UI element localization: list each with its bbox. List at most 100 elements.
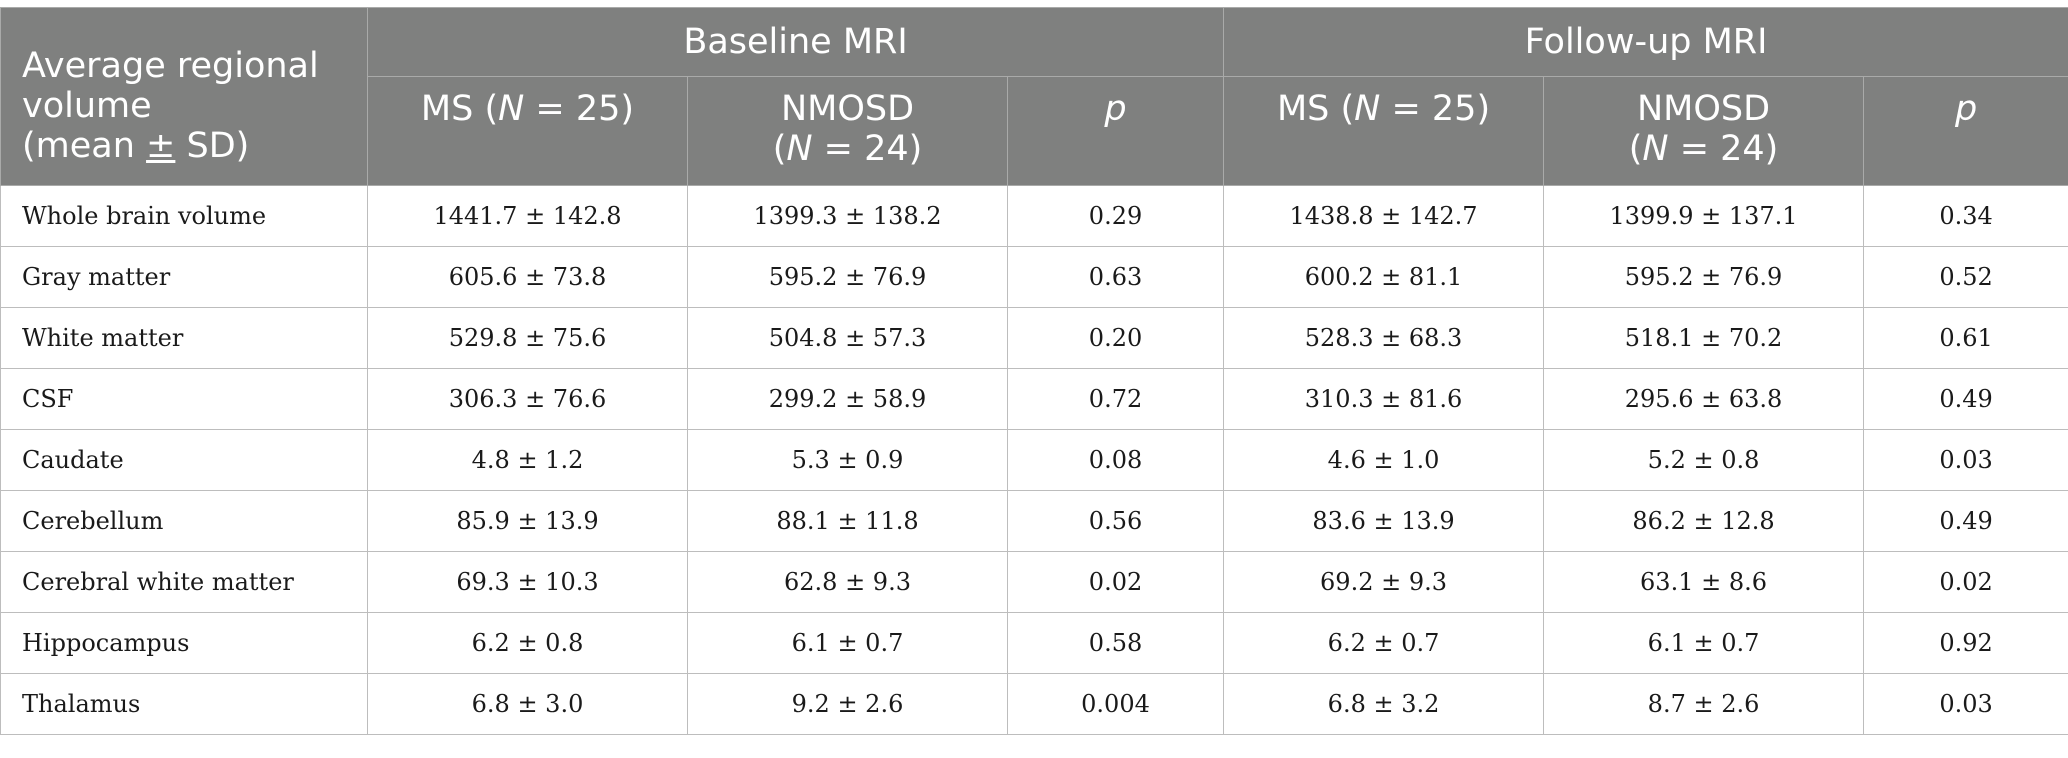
table-cell: 0.72 [1006,368,1225,430]
table-cell: 9.2 ± 2.6 [687,673,1008,735]
p-label: p [1104,89,1127,129]
table-cell: 0.03 [1863,429,2068,491]
nmosd-label: NMOSD [780,89,915,129]
table-cell: 310.3 ± 81.6 [1223,368,1545,430]
nmosd-suffix: = 24) [1668,129,1779,169]
ms-n-italic: N [498,89,525,129]
table-cell: 1441.7 ± 142.8 [367,185,688,247]
ms-n-italic: N [1354,89,1381,129]
ms-suffix: = 25) [1380,89,1491,129]
table-cell: 62.8 ± 9.3 [687,551,1008,613]
col-header-followup-nmosd: NMOSD (N = 24) [1543,76,1865,186]
table-cell: 0.08 [1006,429,1225,491]
table-cell: 0.004 [1006,673,1225,735]
nmosd-prefix: ( [772,129,787,169]
col-header-baseline-p: p [1006,76,1225,186]
table-cell: 299.2 ± 58.9 [687,368,1008,430]
corner-line-1: Average regional [22,45,319,86]
nmosd-label: NMOSD [1636,89,1771,129]
table-cell: 0.49 [1863,490,2068,552]
table-row: Cerebellum 85.9 ± 13.9 88.1 ± 11.8 0.56 … [0,490,2068,552]
table-cell: 69.2 ± 9.3 [1223,551,1545,613]
table-cell: 0.63 [1006,246,1225,308]
table-cell: 0.03 [1863,673,2068,735]
row-label: Caudate [0,429,368,491]
table-row: White matter 529.8 ± 75.6 504.8 ± 57.3 0… [0,307,2068,369]
table-cell: 6.1 ± 0.7 [1543,612,1865,674]
table-cell: 0.92 [1863,612,2068,674]
group-header-followup: Follow-up MRI [1223,7,2068,77]
table-cell: 0.58 [1006,612,1225,674]
col-header-followup-p: p [1863,76,2068,186]
table-cell: 5.3 ± 0.9 [687,429,1008,491]
table-row: Thalamus 6.8 ± 3.0 9.2 ± 2.6 0.004 6.8 ±… [0,673,2068,735]
table-cell: 306.3 ± 76.6 [367,368,688,430]
table-cell: 86.2 ± 12.8 [1543,490,1865,552]
table-cell: 83.6 ± 13.9 [1223,490,1545,552]
table-header: Average regional volume (mean ± SD) Base… [0,7,2068,186]
table-row: Cerebral white matter 69.3 ± 10.3 62.8 ±… [0,551,2068,613]
table-cell: 63.1 ± 8.6 [1543,551,1865,613]
table-cell: 88.1 ± 11.8 [687,490,1008,552]
ms-prefix: MS ( [1276,89,1355,129]
table-cell: 6.2 ± 0.8 [367,612,688,674]
table-cell: 0.34 [1863,185,2068,247]
corner-line-2: volume [22,85,152,126]
table-cell: 85.9 ± 13.9 [367,490,688,552]
row-label: Whole brain volume [0,185,368,247]
row-label: White matter [0,307,368,369]
col-header-baseline-ms: MS (N = 25) [367,76,688,186]
table-cell: 6.8 ± 3.0 [367,673,688,735]
table-cell: 6.2 ± 0.7 [1223,612,1545,674]
header-corner: Average regional volume (mean ± SD) [0,7,368,186]
table-cell: 8.7 ± 2.6 [1543,673,1865,735]
row-label: Cerebral white matter [0,551,368,613]
ms-suffix: = 25) [524,89,635,129]
header-row-columns: MS (N = 25) NMOSD (N = 24) p MS (N = 25) … [1,76,2068,186]
table-row: Caudate 4.8 ± 1.2 5.3 ± 0.9 0.08 4.6 ± 1… [0,429,2068,491]
table-cell: 0.56 [1006,490,1225,552]
table-cell: 5.2 ± 0.8 [1543,429,1865,491]
table-cell: 605.6 ± 73.8 [367,246,688,308]
ms-prefix: MS ( [420,89,499,129]
table-row: CSF 306.3 ± 76.6 299.2 ± 58.9 0.72 310.3… [0,368,2068,430]
table-cell: 1399.9 ± 137.1 [1543,185,1865,247]
nmosd-n-italic: N [786,129,813,169]
table-cell: 0.29 [1006,185,1225,247]
header-row-groups: Average regional volume (mean ± SD) Base… [0,7,2068,186]
nmosd-suffix: = 24) [812,129,923,169]
table-cell: 295.6 ± 63.8 [1543,368,1865,430]
nmosd-prefix: ( [1628,129,1643,169]
corner-mean-text: (mean [22,125,147,166]
table-cell: 6.1 ± 0.7 [687,612,1008,674]
table-cell: 0.20 [1006,307,1225,369]
table-row: Gray matter 605.6 ± 73.8 595.2 ± 76.9 0.… [0,246,2068,308]
row-label: Gray matter [0,246,368,308]
table-row: Hippocampus 6.2 ± 0.8 6.1 ± 0.7 0.58 6.2… [0,612,2068,674]
table-row: Whole brain volume 1441.7 ± 142.8 1399.3… [0,185,2068,247]
col-header-followup-ms: MS (N = 25) [1223,76,1545,186]
nmosd-n-italic: N [1642,129,1669,169]
table-cell: 0.52 [1863,246,2068,308]
table-cell: 0.02 [1006,551,1225,613]
group-header-baseline: Baseline MRI [366,7,1225,77]
table-cell: 595.2 ± 76.9 [687,246,1008,308]
col-header-baseline-nmosd: NMOSD (N = 24) [687,76,1008,186]
table-cell: 1438.8 ± 142.7 [1223,185,1545,247]
corner-sd-text: SD) [175,125,250,166]
row-label: Thalamus [0,673,368,735]
table-cell: 0.49 [1863,368,2068,430]
table-cell: 0.02 [1863,551,2068,613]
table-cell: 528.3 ± 68.3 [1223,307,1545,369]
table-cell: 595.2 ± 76.9 [1543,246,1865,308]
regional-volume-table: Average regional volume (mean ± SD) Base… [0,7,2068,735]
table-body: Whole brain volume 1441.7 ± 142.8 1399.3… [0,185,2068,735]
table-container: Average regional volume (mean ± SD) Base… [0,7,2068,735]
p-label: p [1954,89,1978,129]
row-label: Hippocampus [0,612,368,674]
table-cell: 518.1 ± 70.2 [1543,307,1865,369]
table-cell: 6.8 ± 3.2 [1223,673,1545,735]
table-cell: 504.8 ± 57.3 [687,307,1008,369]
row-label: CSF [0,368,368,430]
table-cell: 600.2 ± 81.1 [1223,246,1545,308]
